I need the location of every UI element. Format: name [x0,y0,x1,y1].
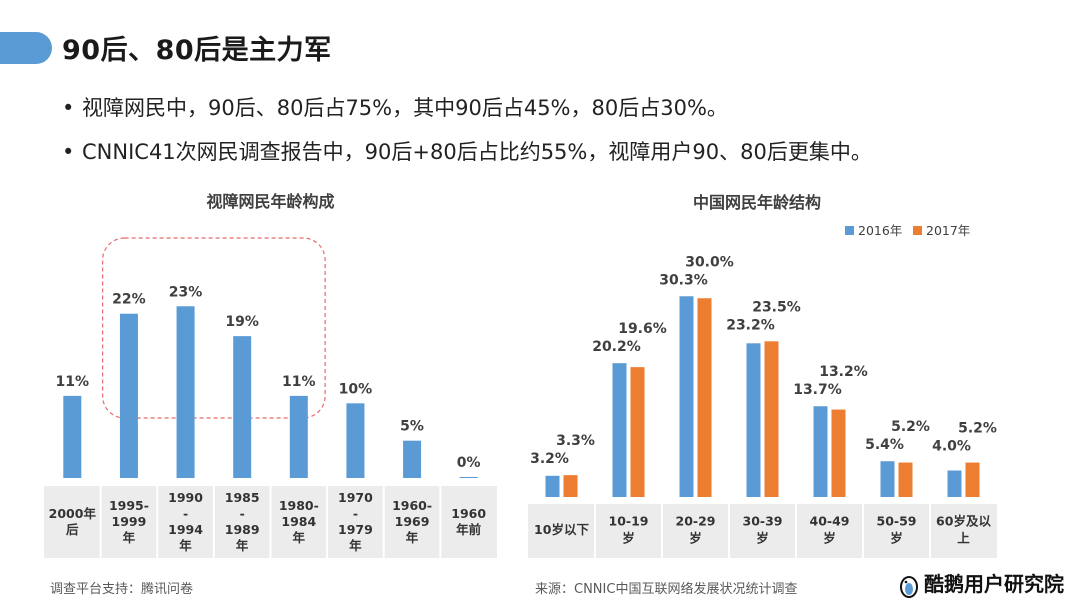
bullet-1: • 视障网民中，90后、80后占75%，其中90后占45%，80后占30%。 [62,92,728,122]
chart2-bar [813,406,828,497]
chart1-bar [176,306,195,478]
chart2-bar [545,475,560,497]
chart2-bar [898,462,913,497]
chart1-value-label: 10% [339,381,373,397]
chart2-category-table [528,504,997,558]
chart1-category-label: 1985 -1989 年 [225,490,260,553]
chart2-value-label-2016: 3.2% [530,451,569,467]
chart2-value-label-2017: 3.3% [556,433,595,449]
chart2-value-label-2017: 5.2% [958,421,997,437]
chart2-category-label: 50-59 岁 [877,514,917,546]
chart2-legend-swatch [845,226,854,235]
chart2-bar [563,475,578,497]
chart2-value-label-2016: 4.0% [932,439,971,455]
source-note: 来源：CNNIC中国互联网络发展状况统计调查 [535,582,798,597]
chart1-value-label: 23% [169,284,203,300]
chart1-category-label: 1990 -1994 年 [168,490,203,553]
chart2-value-label-2016: 13.7% [793,382,842,398]
chart2-value-label-2016: 20.2% [592,339,641,355]
chart1-value-label: 5% [400,419,424,435]
penguin-logo-icon [900,575,918,598]
chart1-bar [63,395,82,478]
chart1-category-label: 1995-1999 年 [109,498,149,545]
chart2-category-label: 10岁以下 [534,522,589,537]
title-accent-bar [0,32,52,64]
chart1-highlight-box [102,237,326,419]
chart1-bar [119,313,138,478]
chart1-value-label: 19% [225,314,259,330]
chart1-category-label: 1960-1969 年 [392,498,432,545]
chart2-bar [612,363,627,497]
bullet-1-text: 视障网民中，90后、80后占75%，其中90后占45%，80后占30%。 [82,96,728,120]
chart2-value-label-2016: 30.3% [659,272,708,288]
chart1-value-label: 11% [56,374,90,390]
chart2-value-label-2017: 19.6% [618,321,667,337]
chart1-bar [346,403,365,478]
page-title: 90后、80后是主力军 [62,35,332,66]
brand-logo: 酷鹅用户研究院 [898,568,1064,598]
chart2-category-label: 40-49 岁 [810,514,850,546]
chart2-category-label: 10-19 岁 [609,514,649,546]
chart2-bar [746,343,761,497]
chart1-bar [403,440,422,478]
chart2-value-label-2016: 5.4% [865,437,904,453]
bullet-2-text: CNNIC41次网民调查报告中，90后+80后占比约55%，视障用户90、80后… [82,140,872,164]
chart2-bar [880,461,895,497]
chart1-value-label: 11% [282,374,316,390]
bullet-dot-icon: • [62,96,75,120]
chart2-category-label: 60岁及以上 [936,514,991,546]
chart2-title: 中国网民年龄结构 [693,193,821,212]
chart2-value-label-2016: 23.2% [726,317,775,333]
chart2-value-label-2017: 13.2% [819,364,868,380]
bullet-dot-icon: • [62,140,75,164]
chart1-title: 视障网民年龄构成 [206,192,334,211]
chart2-bar [965,462,980,497]
chart2-value-label-2017: 5.2% [891,419,930,435]
chart2-bar [947,470,962,497]
chart1-category-label: 1970 -1979 年 [338,490,373,553]
chart1-category-label: 1960 年前 [451,506,486,537]
brand-name: 酷鹅用户研究院 [924,572,1064,596]
chart1-bar [459,477,478,478]
chart2-legend-swatch [913,226,922,235]
chart1-value-label: 22% [112,292,146,308]
chart1-value-label: 0% [457,455,481,471]
chart1-bar [233,336,252,478]
chart2-bar [630,367,645,497]
chart2-bar [831,409,846,497]
chart2-legend-label: 2016年 [858,223,902,238]
chart1-category-label: 2000年后 [49,506,97,537]
chart2-value-label-2017: 23.5% [752,299,801,315]
chart2-category-label: 20-29 岁 [676,514,716,546]
chart2-value-label-2017: 30.0% [685,254,734,270]
platform-note: 调查平台支持：腾讯问卷 [50,582,194,597]
chart2-category-label: 30-39 岁 [743,514,783,546]
chart1-bar [289,395,308,478]
chart2-bar [764,341,779,497]
chart2-bar [679,296,694,497]
chart1-category-label: 1980-1984 年 [279,498,319,545]
chart2-bar [697,298,712,497]
bullet-2: • CNNIC41次网民调查报告中，90后+80后占比约55%，视障用户90、80… [62,136,872,166]
chart2-legend-label: 2017年 [926,223,970,238]
